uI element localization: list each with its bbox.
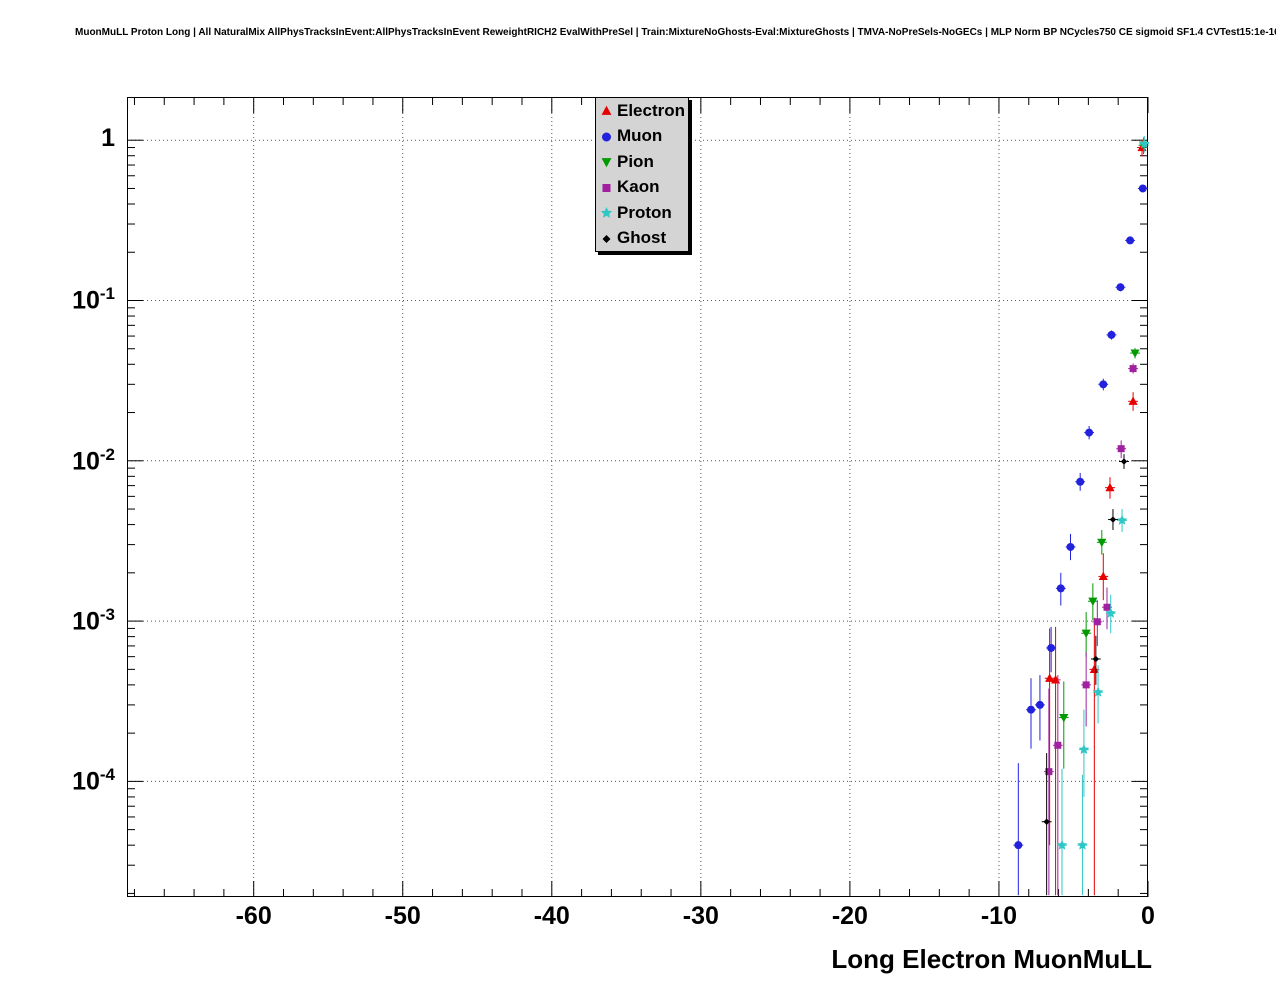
legend-entry-pion: Pion xyxy=(596,149,688,175)
plot-title: MuonMuLL Proton Long | All NaturalMix Al… xyxy=(75,27,1276,38)
kaon-marker-icon xyxy=(602,183,611,192)
series-electron xyxy=(1044,139,1147,896)
x-tick-label: -60 xyxy=(235,902,272,930)
muon-marker-icon xyxy=(602,132,611,142)
y-tick-label: 10-2 xyxy=(72,444,115,476)
electron-marker-icon xyxy=(601,106,612,116)
ghost-marker-icon xyxy=(602,234,611,243)
plot-area xyxy=(127,97,1150,897)
x-tick-label: -10 xyxy=(980,902,1017,930)
series-pion xyxy=(1058,137,1149,769)
y-tick-label: 10-4 xyxy=(72,765,115,796)
x-tick-label: -20 xyxy=(831,902,868,930)
legend-entry-muon: Muon xyxy=(596,124,688,150)
legend-label: Ghost xyxy=(617,228,667,248)
chart-svg xyxy=(127,97,1150,897)
legend-label: Pion xyxy=(617,151,654,171)
series-muon xyxy=(1013,184,1148,896)
y-tick-label: 1 xyxy=(101,124,115,153)
pion-marker-icon xyxy=(601,158,612,168)
legend-label: Kaon xyxy=(617,177,660,197)
y-tick-label: 10-3 xyxy=(72,605,115,636)
x-axis-title: Long Electron MuonMuLL xyxy=(831,944,1152,974)
legend: Electron Muon Pion Kaon Proton Ghost xyxy=(595,97,689,252)
legend-label: Muon xyxy=(617,126,663,146)
x-tick-label: 0 xyxy=(1141,902,1155,930)
series-kaon xyxy=(1043,363,1139,896)
legend-label: Proton xyxy=(617,202,672,222)
legend-entry-electron: Electron xyxy=(596,98,688,124)
legend-label: Electron xyxy=(617,100,686,120)
legend-entry-kaon: Kaon xyxy=(596,175,688,201)
series-ghost xyxy=(1041,454,1129,896)
x-tick-label: -50 xyxy=(384,902,421,930)
x-tick-label: -40 xyxy=(533,902,570,930)
series-proton xyxy=(1056,135,1150,896)
proton-marker-icon xyxy=(600,207,613,219)
legend-entry-proton: Proton xyxy=(596,200,688,226)
legend-entry-ghost: Ghost xyxy=(596,226,688,252)
y-tick-label: 10-1 xyxy=(72,284,115,315)
x-tick-label: -30 xyxy=(682,902,719,930)
